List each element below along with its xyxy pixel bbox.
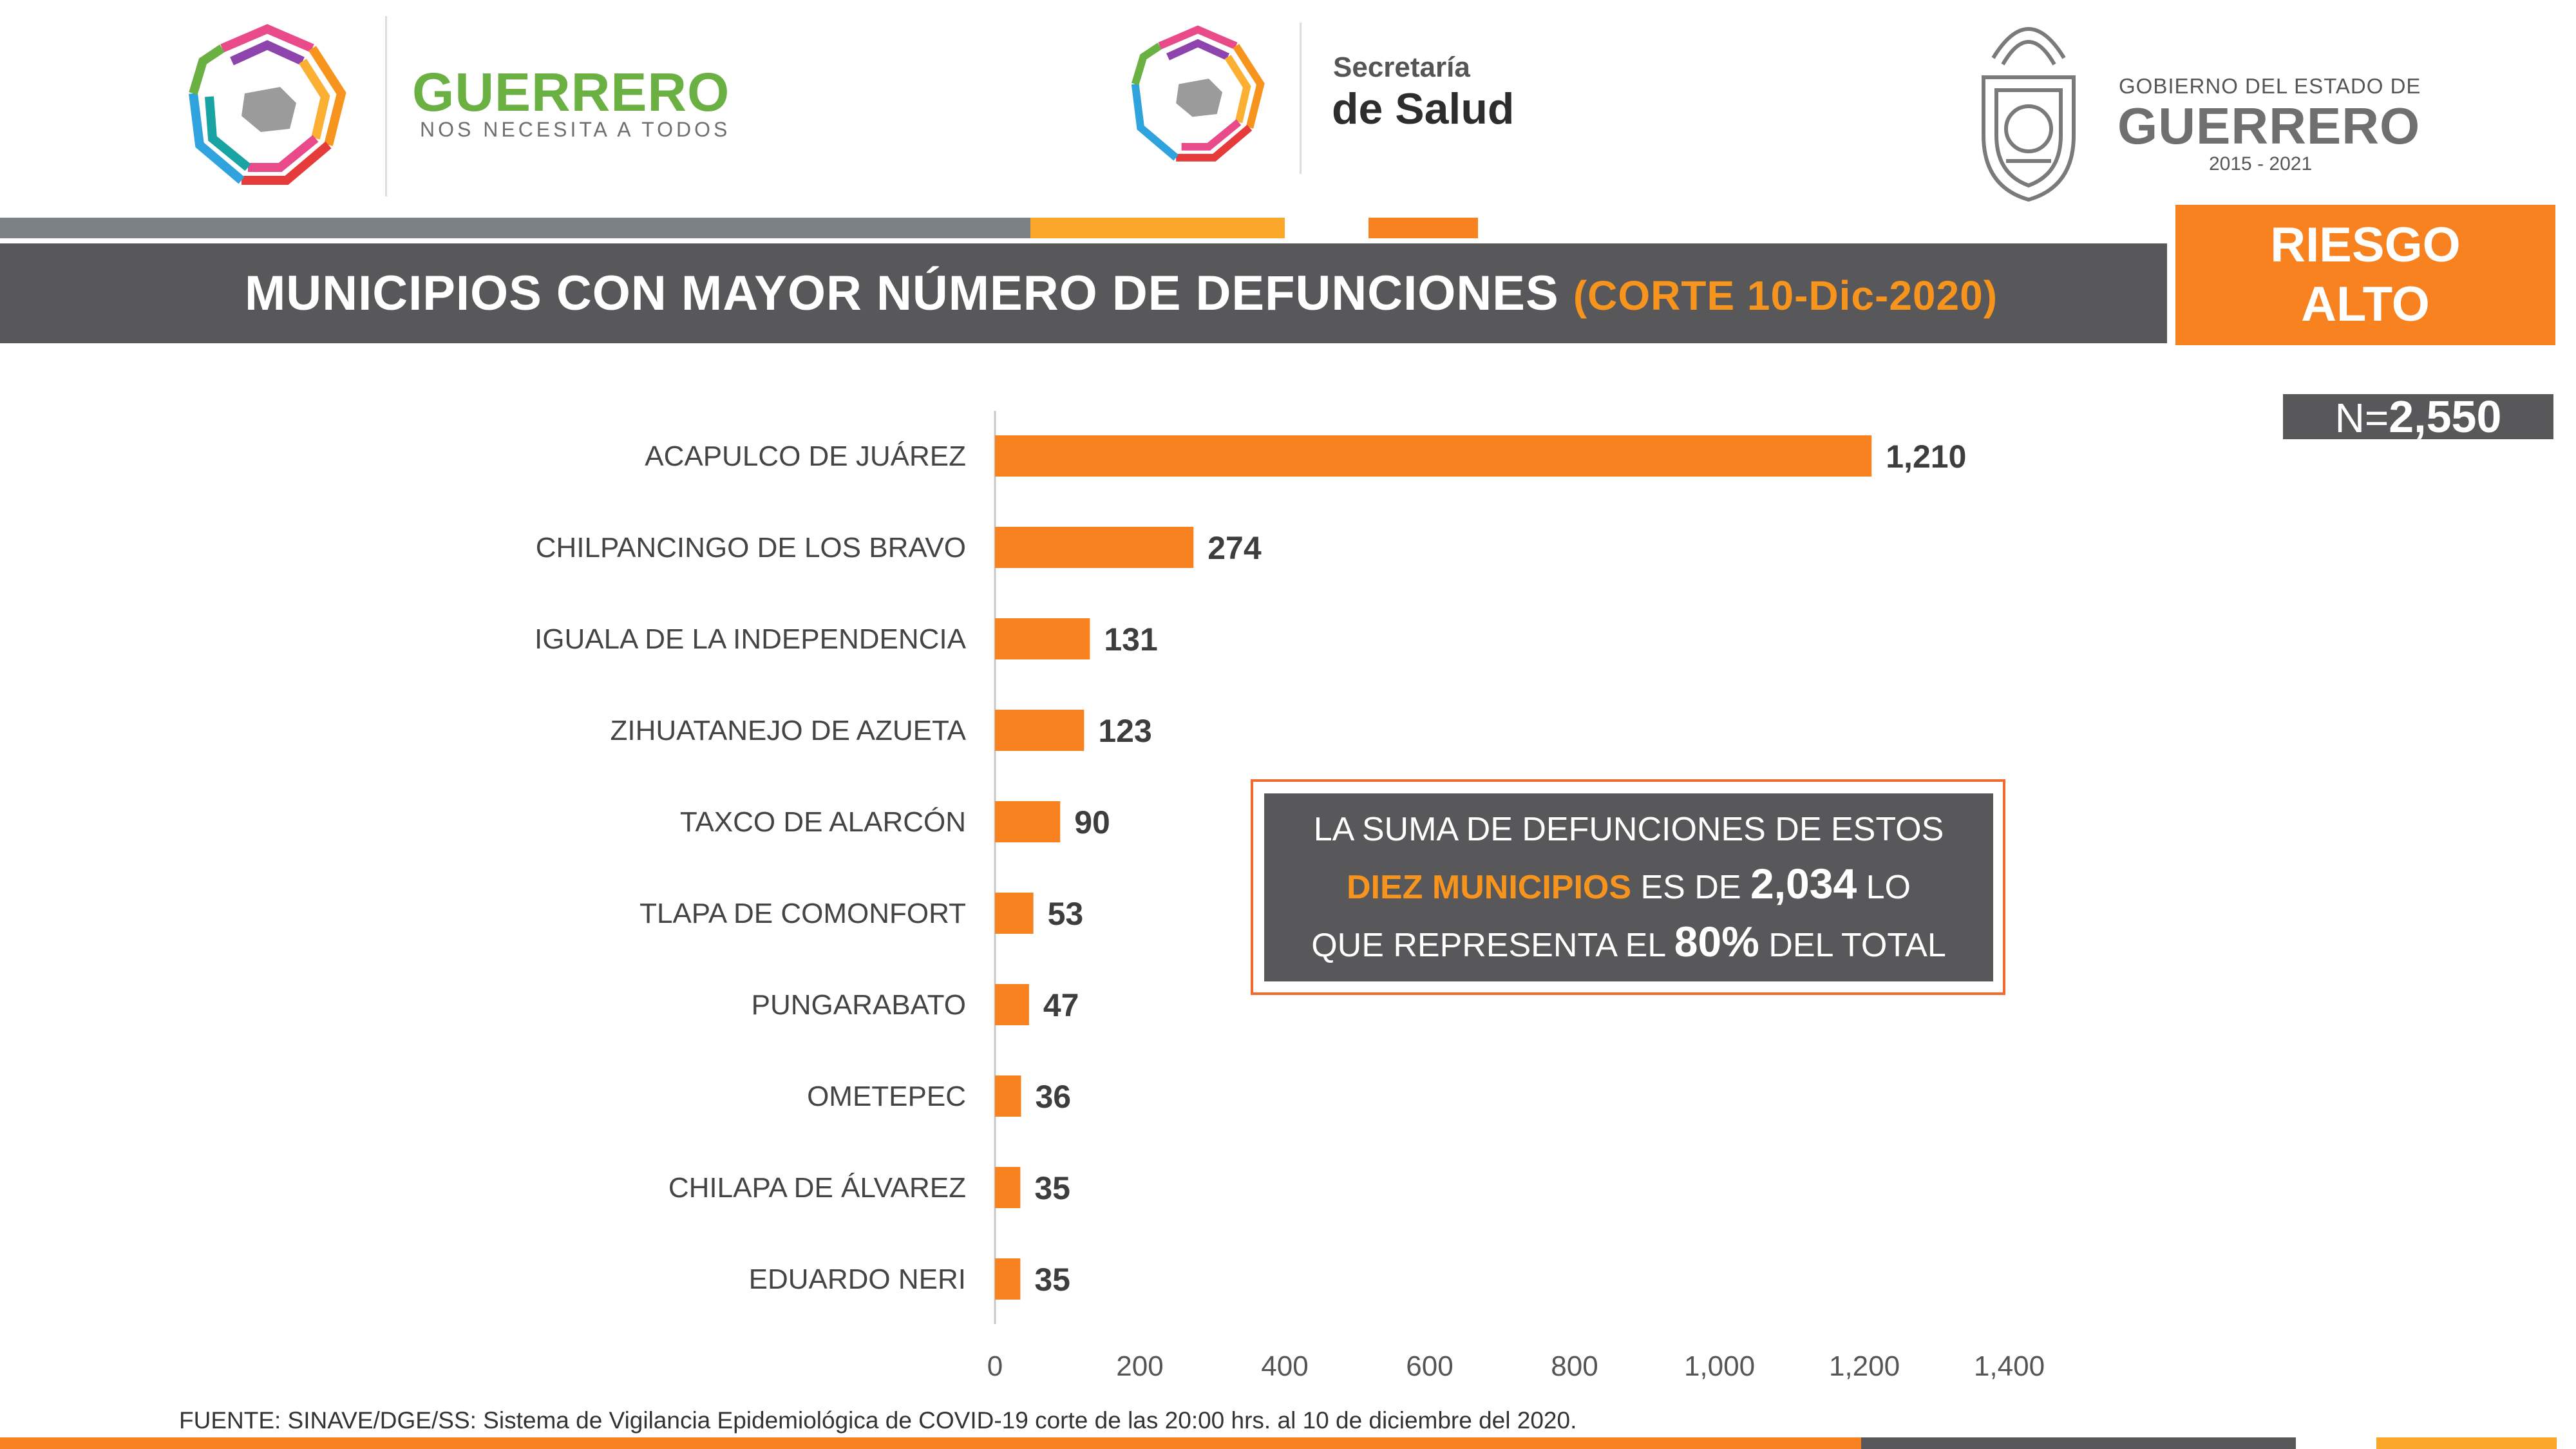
category-label: TLAPA DE COMONFORT bbox=[639, 898, 966, 929]
category-label: IGUALA DE LA INDEPENDENCIA bbox=[535, 623, 967, 655]
value-label: 123 bbox=[1098, 713, 1151, 749]
secretaria-emblem-icon bbox=[1131, 25, 1265, 162]
center-logo-line1: Secretaría bbox=[1333, 52, 1470, 83]
category-label: CHILPANCINGO DE LOS BRAVO bbox=[536, 532, 966, 564]
bar bbox=[995, 1075, 1021, 1117]
header-stripe-orange-1 bbox=[1030, 218, 1285, 238]
bar bbox=[995, 984, 1029, 1025]
page-title-text: MUNICIPIOS CON MAYOR NÚMERO DE DEFUNCION… bbox=[245, 266, 1559, 321]
category-label: CHILAPA DE ÁLVAREZ bbox=[668, 1172, 966, 1204]
footer-stripe-orange bbox=[0, 1437, 1861, 1449]
center-logo-divider bbox=[1300, 23, 1302, 174]
right-logo-line1: GOBIERNO DEL ESTADO DE bbox=[2119, 74, 2421, 98]
bar bbox=[995, 1258, 1021, 1300]
summary-callout: LA SUMA DE DEFUNCIONES DE ESTOS DIEZ MUN… bbox=[1264, 793, 1993, 981]
guerrero-emblem-icon bbox=[189, 24, 346, 185]
category-label: OMETEPEC bbox=[807, 1081, 966, 1112]
bar bbox=[995, 710, 1084, 751]
category-label: ACAPULCO DE JUÁREZ bbox=[645, 440, 966, 472]
bar bbox=[995, 527, 1194, 568]
left-logo-title: GUERRERO bbox=[412, 62, 730, 122]
left-logo-subtitle: NOS NECESITA A TODOS bbox=[420, 118, 731, 141]
value-label: 90 bbox=[1074, 804, 1110, 840]
footer-stripe-gray bbox=[1861, 1437, 2296, 1449]
risk-badge: RIESGO ALTO bbox=[2175, 205, 2555, 345]
left-logo-divider bbox=[385, 16, 387, 196]
total-prefix: N= bbox=[2334, 395, 2389, 441]
category-label: PUNGARABATO bbox=[752, 989, 966, 1021]
summary-pct: 80% bbox=[1674, 918, 1759, 965]
state-coat-of-arms-icon bbox=[1982, 27, 2076, 202]
x-tick-label: 1,400 bbox=[1974, 1350, 2045, 1382]
value-label: 1,210 bbox=[1886, 439, 1966, 475]
summary-line3a: QUE REPRESENTA EL bbox=[1311, 927, 1674, 964]
total-badge: N=2,550 bbox=[2283, 392, 2553, 442]
summary-line3b: DEL TOTAL bbox=[1759, 927, 1946, 964]
x-tick-label: 0 bbox=[987, 1350, 1003, 1382]
category-label: EDUARDO NERI bbox=[749, 1264, 966, 1295]
bar bbox=[995, 801, 1061, 842]
x-tick-label: 1,000 bbox=[1684, 1350, 1755, 1382]
cutoff-date: (CORTE 10-Dic-2020) bbox=[1573, 272, 1998, 319]
risk-line2: ALTO bbox=[2301, 277, 2430, 332]
category-label: TAXCO DE ALARCÓN bbox=[680, 806, 966, 838]
x-tick-label: 400 bbox=[1261, 1350, 1308, 1382]
right-logo-line3: 2015 - 2021 bbox=[2209, 153, 2313, 175]
x-tick-label: 200 bbox=[1116, 1350, 1163, 1382]
total-value: 2,550 bbox=[2389, 392, 2502, 442]
bar bbox=[995, 618, 1090, 659]
risk-line1: RIESGO bbox=[2270, 218, 2461, 272]
summary-highlight: DIEZ MUNICIPIOS bbox=[1347, 869, 1632, 906]
value-label: 47 bbox=[1043, 987, 1079, 1023]
summary-sum: 2,034 bbox=[1750, 860, 1857, 907]
summary-line1: LA SUMA DE DEFUNCIONES DE ESTOS bbox=[1313, 811, 1944, 848]
header-stripe-orange-2 bbox=[1368, 218, 1478, 238]
summary-line3: QUE REPRESENTA EL 80% DEL TOTAL bbox=[1264, 914, 1993, 972]
value-label: 53 bbox=[1048, 896, 1084, 932]
x-tick-label: 800 bbox=[1551, 1350, 1598, 1382]
bar bbox=[995, 1167, 1021, 1208]
value-label: 36 bbox=[1036, 1079, 1072, 1115]
center-logo-line2: de Salud bbox=[1332, 84, 1515, 133]
source-note: FUENTE: SINAVE/DGE/SS: Sistema de Vigila… bbox=[179, 1407, 1577, 1434]
summary-mid: ES DE bbox=[1631, 869, 1750, 906]
value-label: 35 bbox=[1034, 1262, 1070, 1298]
x-tick-label: 1,200 bbox=[1829, 1350, 1900, 1382]
summary-end: LO bbox=[1857, 869, 1911, 906]
category-label: ZIHUATANEJO DE AZUETA bbox=[611, 715, 967, 746]
bar bbox=[995, 893, 1034, 934]
right-logo-line2: GUERRERO bbox=[2117, 97, 2421, 155]
title-banner bbox=[0, 243, 2167, 343]
summary-callout-frame bbox=[1251, 779, 2005, 995]
header-stripe-gray bbox=[0, 218, 1030, 238]
value-label: 274 bbox=[1208, 530, 1262, 566]
value-label: 35 bbox=[1034, 1170, 1070, 1206]
bar bbox=[995, 435, 1872, 477]
bar-chart: ACAPULCO DE JUÁREZ 1,210 CHILPANCINGO DE L… bbox=[535, 411, 2045, 1382]
footer-stripe-orange-right bbox=[2376, 1437, 2557, 1449]
x-tick-label: 600 bbox=[1406, 1350, 1453, 1382]
summary-line2: DIEZ MUNICIPIOS ES DE 2,034 LO bbox=[1264, 857, 1993, 914]
page-title: MUNICIPIOS CON MAYOR NÚMERO DE DEFUNCION… bbox=[245, 243, 1998, 343]
value-label: 131 bbox=[1104, 621, 1157, 658]
